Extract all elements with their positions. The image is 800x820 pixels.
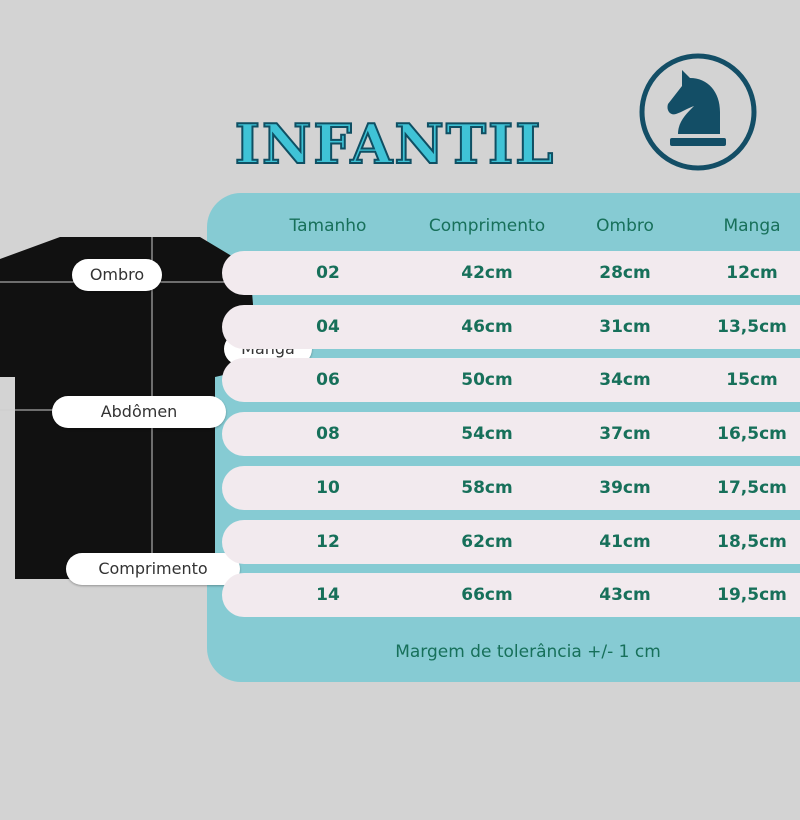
table-cell: 28cm [599,263,651,283]
table-cell: 16,5cm [717,424,787,445]
table-cell: 37cm [599,424,651,445]
table-cell: 46cm [461,316,513,337]
table-cell: 34cm [599,370,651,391]
table-cell: 41cm [599,531,651,552]
table-cell: 39cm [599,477,651,498]
table-row: 10 58cm 39cm 17,5cm [222,465,800,510]
table-cell: 31cm [599,316,651,337]
table-cell: 12cm [726,263,778,283]
table-cell: 15cm [726,370,778,391]
table-row: 06 50cm 34cm 15cm [222,358,800,403]
table-cell: 50cm [461,370,513,391]
column-header: Ombro [596,216,654,236]
label-ombro: Ombro [72,259,162,291]
column-header: Tamanho [289,216,367,236]
column-header: Comprimento [428,216,546,236]
table-row: 04 46cm 31cm 13,5cm [222,304,800,349]
label-abdomen: Abdômen [52,396,226,428]
column-header: Manga [723,216,781,236]
table-cell: 19,5cm [717,585,787,606]
table-cell: 66cm [461,585,513,606]
table-cell: 62cm [461,531,513,552]
table-cell: 02 [316,263,340,283]
table-cell: 08 [316,424,340,445]
table-row: 12 62cm 41cm 18,5cm [222,519,800,564]
label-comprimento: Comprimento [66,553,240,585]
table-cell: 06 [316,370,340,391]
table-cell: 14 [316,585,340,606]
table-cell: 43cm [599,585,651,606]
table-cell: 18,5cm [717,531,787,552]
table-cell: 10 [316,477,340,498]
chess-knight-icon [639,53,757,171]
table-row: 14 66cm 43cm 19,5cm [222,573,800,618]
table-row: 08 54cm 37cm 16,5cm [222,412,800,457]
table-cell: 42cm [461,263,513,283]
tolerance-note: Margem de tolerância +/- 1 cm [395,642,661,662]
table-row: 02 42cm 28cm 12cm [222,251,800,295]
table-cell: 12 [316,531,340,552]
table-cell: 54cm [461,424,513,445]
table-cell: 04 [316,316,340,337]
table-cell: 58cm [461,477,513,498]
page-title: INFANTIL [234,111,556,177]
table-cell: 17,5cm [717,477,787,498]
table-cell: 13,5cm [717,316,787,337]
